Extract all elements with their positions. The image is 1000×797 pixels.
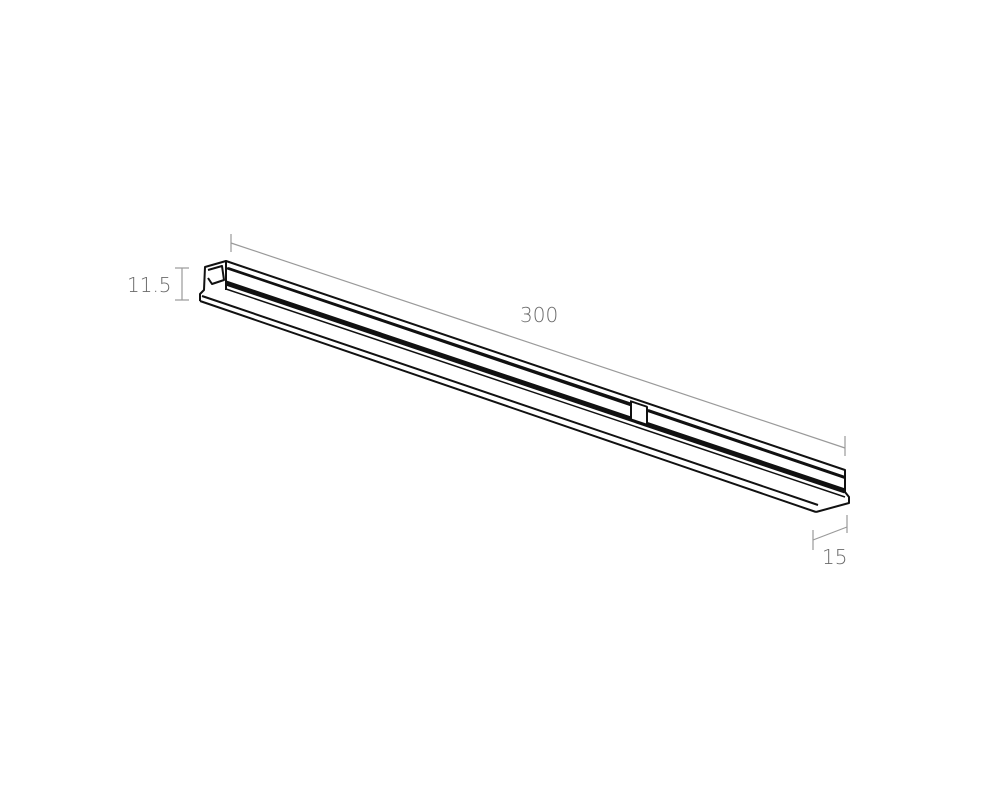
length-dimension-line [230,242,846,449]
height-label: 11.5 [127,273,172,297]
front-edge [201,295,819,506]
width-label: 15 [822,545,848,569]
width-dimension-line [812,526,848,541]
length-label: 300 [520,303,559,327]
dimension-lines [175,234,848,550]
connector [630,400,648,426]
luminaire-body [199,260,850,513]
bottom-edge [199,300,817,513]
left-end-profile [199,260,227,301]
dark-channel [225,280,846,494]
